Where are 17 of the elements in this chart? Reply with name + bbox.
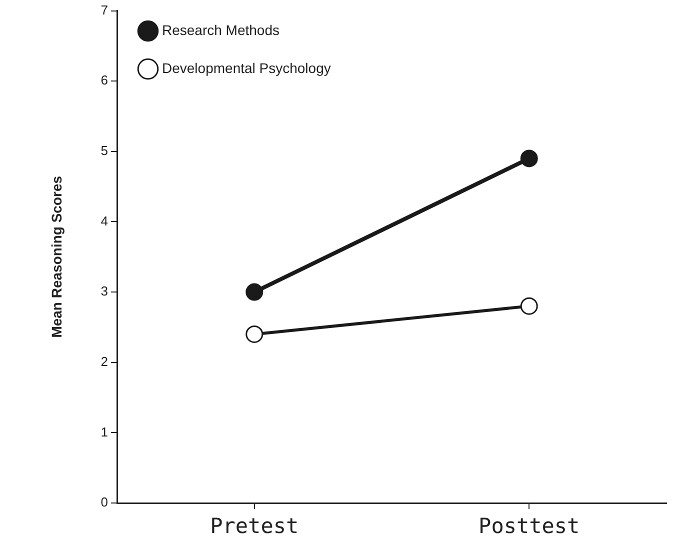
y-tick-label: 6: [100, 72, 108, 88]
y-tick-label: 3: [100, 284, 108, 299]
point: [520, 297, 538, 315]
y-tick-label: 4: [100, 213, 108, 228]
y-tick-label: 0: [100, 494, 108, 510]
x-tick-label: Posttest: [478, 514, 580, 538]
y-tick-label: 1: [100, 424, 108, 440]
point: [246, 325, 264, 343]
point: [520, 150, 538, 168]
y-tick-label: 5: [100, 143, 108, 158]
y-axis-title: Mean Reasoning Scores: [48, 176, 64, 338]
point: [246, 283, 264, 301]
legend-label: Research Methods: [162, 22, 280, 38]
y-tick-label: 7: [100, 2, 108, 18]
x-tick-label: Pretest: [210, 514, 299, 538]
y-tick-label: 2: [100, 354, 108, 369]
legend-label: Developmental Psychology: [162, 60, 331, 76]
